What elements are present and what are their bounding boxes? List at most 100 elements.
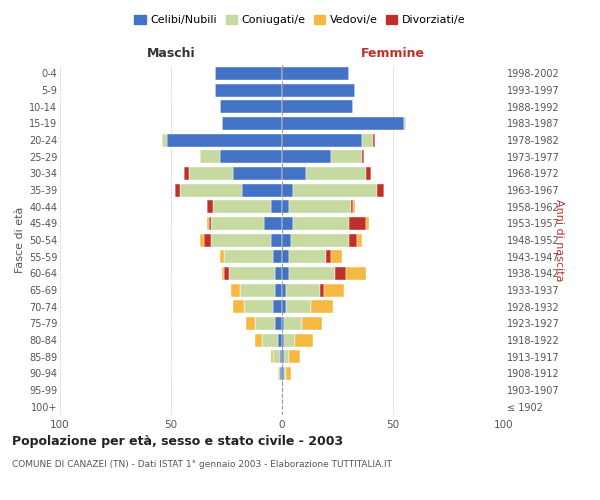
Bar bbox=[233, 167, 282, 180]
Bar bbox=[326, 250, 331, 263]
Bar bbox=[256, 317, 275, 330]
Bar bbox=[377, 184, 384, 196]
Bar bbox=[404, 117, 406, 130]
Bar bbox=[291, 234, 349, 246]
Bar bbox=[286, 284, 320, 296]
Bar bbox=[220, 250, 224, 263]
Bar bbox=[367, 217, 368, 230]
Bar bbox=[262, 334, 278, 346]
Bar bbox=[240, 284, 275, 296]
Bar bbox=[271, 234, 282, 246]
Bar bbox=[331, 150, 362, 163]
Bar bbox=[275, 267, 282, 280]
Bar bbox=[213, 200, 271, 213]
Bar bbox=[233, 300, 244, 313]
Text: Maschi: Maschi bbox=[146, 47, 196, 60]
Bar bbox=[282, 200, 289, 213]
Bar bbox=[271, 350, 273, 363]
Bar bbox=[180, 184, 242, 196]
Bar bbox=[282, 250, 289, 263]
Bar bbox=[282, 84, 355, 96]
Bar bbox=[282, 134, 362, 146]
Bar bbox=[229, 267, 275, 280]
Bar bbox=[242, 184, 282, 196]
Bar bbox=[175, 184, 180, 196]
Bar bbox=[211, 234, 271, 246]
Bar bbox=[211, 217, 264, 230]
Bar bbox=[367, 167, 371, 180]
Bar bbox=[282, 67, 349, 80]
Bar bbox=[282, 117, 404, 130]
Bar bbox=[320, 284, 324, 296]
Bar bbox=[373, 134, 375, 146]
Text: COMUNE DI CANAZEI (TN) - Dati ISTAT 1° gennaio 2003 - Elaborazione TUTTITALIA.IT: COMUNE DI CANAZEI (TN) - Dati ISTAT 1° g… bbox=[12, 460, 392, 469]
Bar bbox=[311, 300, 333, 313]
Text: Femmine: Femmine bbox=[361, 47, 425, 60]
Bar bbox=[278, 367, 280, 380]
Bar bbox=[286, 300, 311, 313]
Bar bbox=[289, 200, 351, 213]
Bar bbox=[346, 267, 367, 280]
Text: Popolazione per età, sesso e stato civile - 2003: Popolazione per età, sesso e stato civil… bbox=[12, 435, 343, 448]
Bar bbox=[284, 317, 302, 330]
Bar bbox=[284, 350, 289, 363]
Bar bbox=[204, 234, 211, 246]
Bar bbox=[273, 250, 282, 263]
Bar bbox=[282, 184, 293, 196]
Bar bbox=[222, 267, 224, 280]
Bar bbox=[282, 167, 307, 180]
Bar bbox=[282, 350, 284, 363]
Bar bbox=[162, 134, 167, 146]
Bar bbox=[289, 267, 335, 280]
Bar bbox=[206, 200, 213, 213]
Bar bbox=[331, 250, 342, 263]
Bar bbox=[282, 267, 289, 280]
Bar bbox=[282, 150, 331, 163]
Bar bbox=[293, 217, 349, 230]
Bar bbox=[302, 317, 322, 330]
Bar bbox=[220, 100, 282, 113]
Bar bbox=[215, 84, 282, 96]
Bar bbox=[289, 250, 326, 263]
Y-axis label: Fasce di età: Fasce di età bbox=[14, 207, 25, 273]
Bar bbox=[224, 267, 229, 280]
Bar bbox=[224, 250, 273, 263]
Bar bbox=[362, 150, 364, 163]
Bar bbox=[351, 200, 353, 213]
Bar bbox=[284, 334, 295, 346]
Bar bbox=[209, 217, 211, 230]
Legend: Celibi/Nubili, Coniugati/e, Vedovi/e, Divorziati/e: Celibi/Nubili, Coniugati/e, Vedovi/e, Di… bbox=[130, 10, 470, 30]
Bar bbox=[247, 317, 256, 330]
Bar bbox=[200, 234, 204, 246]
Bar bbox=[282, 217, 293, 230]
Bar bbox=[293, 184, 377, 196]
Bar bbox=[271, 200, 282, 213]
Bar bbox=[295, 334, 313, 346]
Bar bbox=[278, 334, 282, 346]
Bar bbox=[282, 300, 286, 313]
Y-axis label: Anni di nascita: Anni di nascita bbox=[554, 198, 564, 281]
Bar bbox=[189, 167, 233, 180]
Bar bbox=[282, 334, 284, 346]
Bar bbox=[206, 217, 209, 230]
Bar bbox=[349, 234, 358, 246]
Bar bbox=[286, 367, 291, 380]
Bar bbox=[244, 300, 273, 313]
Bar bbox=[284, 367, 286, 380]
Bar bbox=[273, 300, 282, 313]
Bar bbox=[282, 284, 286, 296]
Bar bbox=[280, 350, 282, 363]
Bar bbox=[256, 334, 262, 346]
Bar bbox=[289, 350, 300, 363]
Bar bbox=[231, 284, 240, 296]
Bar bbox=[362, 134, 373, 146]
Bar bbox=[324, 284, 344, 296]
Bar bbox=[220, 150, 282, 163]
Bar bbox=[215, 67, 282, 80]
Bar bbox=[264, 217, 282, 230]
Bar bbox=[282, 367, 284, 380]
Bar bbox=[273, 350, 280, 363]
Bar bbox=[184, 167, 189, 180]
Bar bbox=[282, 234, 291, 246]
Bar bbox=[280, 367, 282, 380]
